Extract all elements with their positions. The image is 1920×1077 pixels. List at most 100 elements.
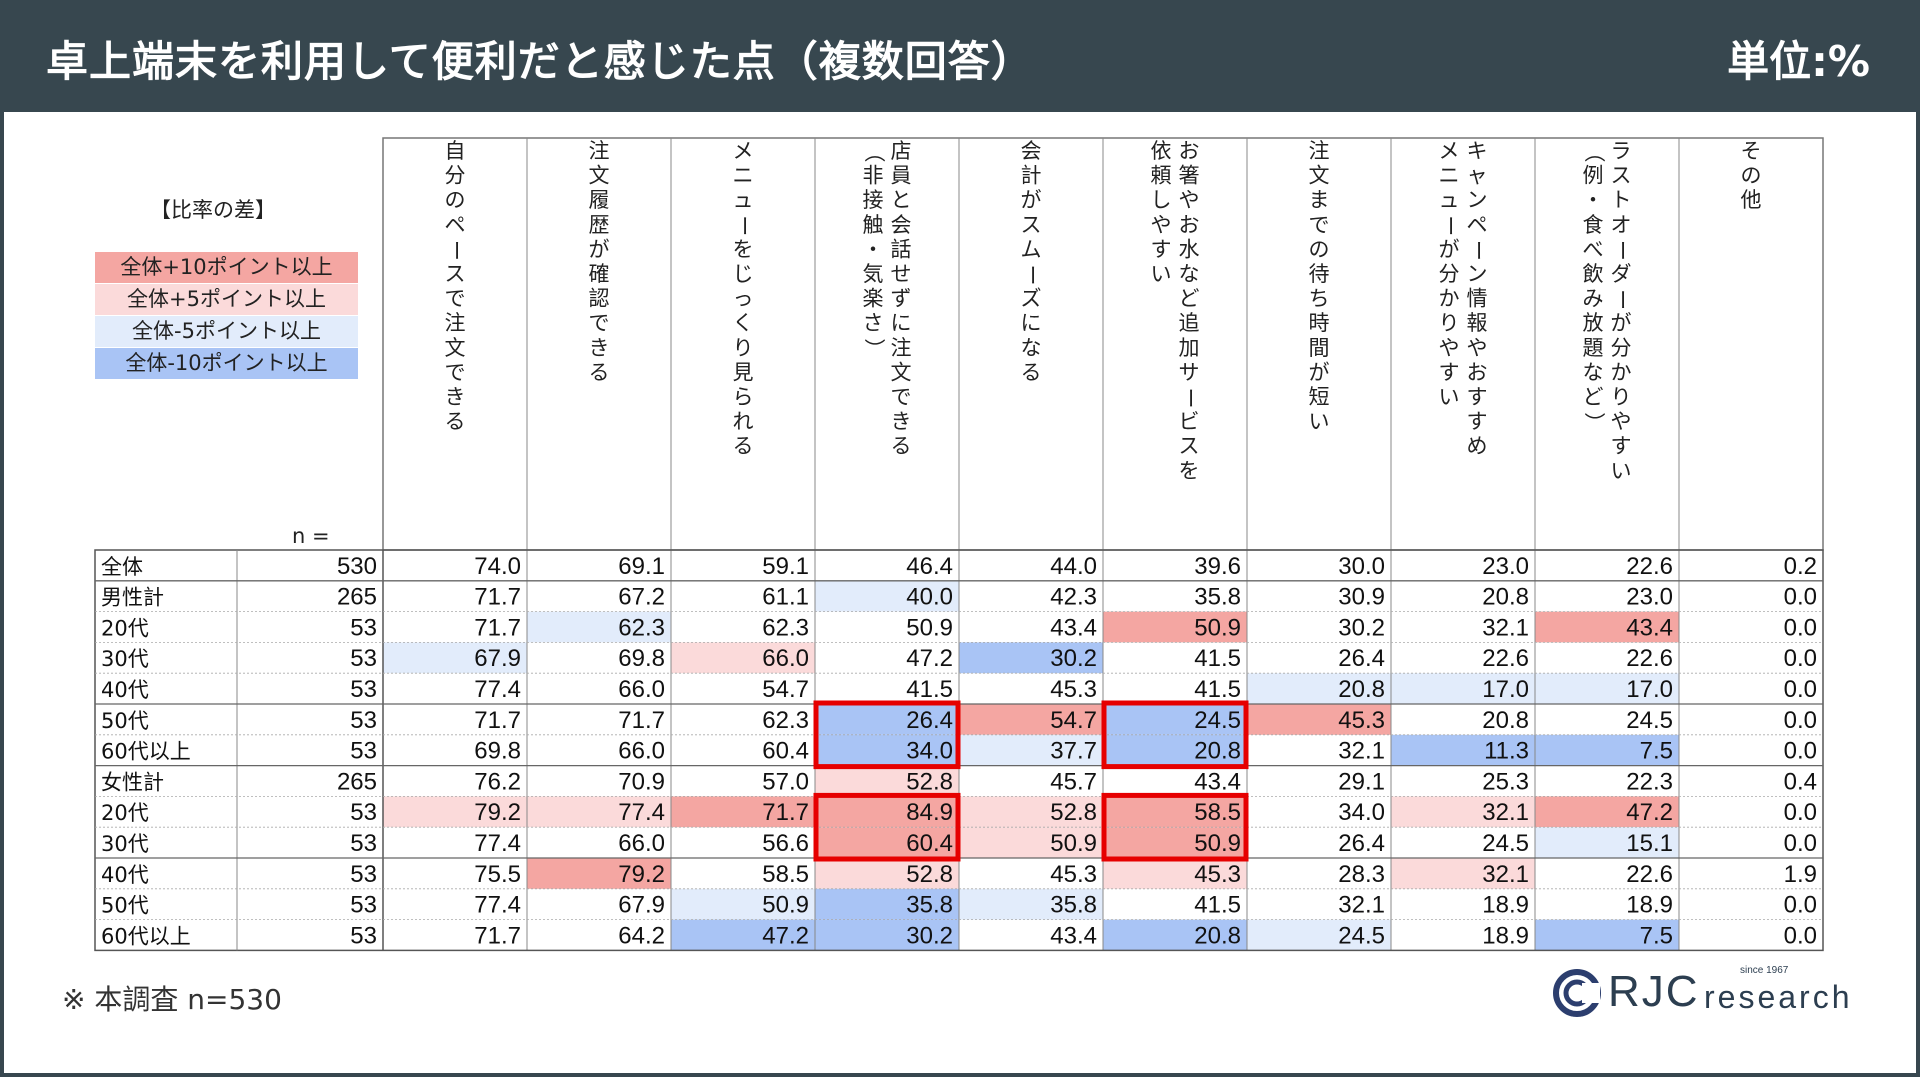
column-header-7-char: す — [1467, 385, 1488, 409]
cell-value: 52.8 — [906, 861, 953, 888]
column-header-8-char: ラ — [1611, 139, 1632, 163]
cell-bg-r12-c8 — [1535, 919, 1679, 951]
row-n: 53 — [350, 799, 377, 826]
cell-bg-r3-c2 — [671, 642, 815, 674]
cell-value: 75.5 — [474, 861, 521, 888]
cell-value: 15.1 — [1626, 830, 1673, 857]
cell-bg-r6-c7 — [1391, 734, 1535, 766]
cell-value: 52.8 — [1050, 799, 1097, 826]
cell-bg-r9-c8 — [1535, 827, 1679, 858]
cell-value: 0.0 — [1784, 738, 1817, 765]
cell-bg-r8-c1 — [527, 796, 671, 828]
cell-bg-r2-c5 — [1103, 611, 1247, 643]
column-header-8-char: ト — [1611, 188, 1632, 212]
cell-value: 24.5 — [1482, 830, 1529, 857]
cell-bg-r8-c3 — [815, 796, 959, 828]
column-header-7-char: が — [1439, 237, 1460, 261]
row-label: 60代以上 — [101, 740, 191, 764]
column-header-9-char: そ — [1741, 139, 1762, 163]
cell-value: 41.5 — [906, 676, 953, 703]
cell-value: 77.4 — [618, 799, 665, 826]
row-label: 50代 — [101, 709, 149, 733]
column-header-8-char: 分 — [1611, 336, 1632, 360]
column-header-7-char: お — [1467, 360, 1488, 384]
column-header-1-char: で — [589, 311, 610, 335]
column-header-4-char: 会 — [1021, 139, 1042, 163]
column-header-4-char: な — [1021, 336, 1042, 360]
row-n: 265 — [337, 768, 377, 795]
cell-value: 47.2 — [906, 645, 953, 672]
column-header-3-char: に — [891, 311, 912, 335]
column-header-8-char: 食 — [1583, 213, 1604, 237]
cell-bg-r12-c6 — [1247, 919, 1391, 951]
row-label: 20代 — [101, 801, 149, 825]
cell-value: 71.7 — [474, 707, 521, 734]
cell-bg-r11-c4 — [959, 888, 1103, 920]
column-header-2-char: っ — [733, 287, 754, 311]
column-header-5-char: や — [1179, 188, 1200, 212]
column-header-5-char: を — [1179, 459, 1200, 483]
cell-value: 62.3 — [618, 614, 665, 641]
cell-value: 20.8 — [1338, 676, 1385, 703]
column-header-3-char: 非 — [863, 164, 884, 188]
highlight-box-0 — [813, 700, 961, 770]
survey-note: ※ 本調査 n=530 — [62, 983, 282, 1016]
column-header-4-char: ズ — [1021, 287, 1042, 311]
column-header-0-char: で — [445, 287, 466, 311]
column-header-2-char: ニ — [733, 164, 754, 188]
cell-value: 0.0 — [1784, 614, 1817, 641]
column-header-3-char: ず — [891, 287, 912, 311]
cell-value: 32.1 — [1482, 614, 1529, 641]
column-header-3-char: ） — [862, 338, 886, 359]
column-header-1-char: る — [589, 360, 610, 384]
cell-bg-r3-c4 — [959, 642, 1103, 674]
column-header-7-char: ペ — [1467, 213, 1488, 237]
column-header-7-char: ー — [1466, 240, 1490, 261]
cell-value: 50.9 — [762, 892, 809, 919]
cell-value: 7.5 — [1640, 738, 1673, 765]
cell-value: 23.0 — [1482, 553, 1529, 580]
cell-bg-r8-c5 — [1103, 796, 1247, 828]
cell-bg-r9-c3 — [815, 827, 959, 858]
column-header-1-char: 確 — [589, 262, 610, 286]
column-header-9-char: の — [1741, 164, 1762, 188]
cell-value: 32.1 — [1338, 738, 1385, 765]
column-header-3-char: 触 — [863, 213, 884, 237]
cell-bg-r5-c3 — [815, 704, 959, 735]
column-header-0-char: の — [445, 188, 466, 212]
column-header-0-char: ス — [445, 262, 466, 286]
legend-item-plus10: 全体+10ポイント以上 — [95, 252, 358, 283]
column-header-6-char: の — [1309, 237, 1330, 261]
cell-value: 58.5 — [1194, 799, 1241, 826]
row-label: 40代 — [101, 678, 149, 702]
rjc-logo-mark-icon — [1553, 969, 1601, 1017]
cell-value: 45.3 — [1050, 861, 1097, 888]
cell-bg-r5-c6 — [1247, 704, 1391, 735]
cell-value: 79.2 — [618, 861, 665, 888]
cell-bg-r3-c0 — [383, 642, 527, 674]
column-header-3-char: 楽 — [863, 287, 884, 311]
cell-value: 67.2 — [618, 584, 665, 611]
column-header-7-char: ー — [1438, 215, 1462, 236]
highlight-box-2 — [813, 792, 961, 862]
column-header-3-char: さ — [863, 311, 884, 335]
column-header-5-char: 頼 — [1151, 164, 1172, 188]
row-n: 265 — [337, 584, 377, 611]
column-header-7-char: ュ — [1439, 188, 1460, 212]
cell-value: 69.8 — [474, 738, 521, 765]
cell-value: 77.4 — [474, 830, 521, 857]
column-header-5-char: し — [1151, 188, 1172, 212]
cell-value: 50.9 — [906, 614, 953, 641]
cell-value: 77.4 — [474, 892, 521, 919]
column-header-2-char: ー — [732, 215, 756, 236]
column-header-5-char: や — [1151, 213, 1172, 237]
column-header-6-char: 文 — [1309, 164, 1330, 188]
cell-value: 67.9 — [474, 645, 521, 672]
cell-value: 0.0 — [1784, 676, 1817, 703]
cell-value: 0.0 — [1784, 584, 1817, 611]
column-header-8-char: 例 — [1583, 164, 1604, 188]
cell-value: 66.0 — [618, 830, 665, 857]
cell-value: 54.7 — [762, 676, 809, 703]
legend-item-plus5: 全体+5ポイント以上 — [95, 284, 358, 315]
row-label: 30代 — [101, 647, 149, 671]
